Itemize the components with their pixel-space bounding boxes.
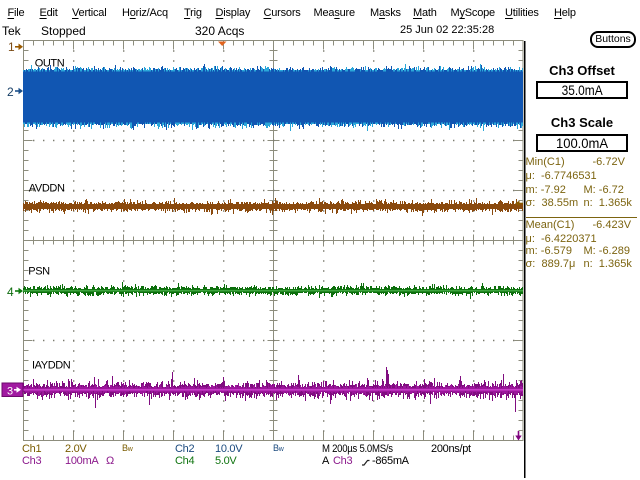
svg-text:AVDDN: AVDDN — [29, 183, 65, 195]
svg-text:4: 4 — [7, 285, 14, 299]
svg-text:2: 2 — [7, 85, 14, 99]
svg-text:PSN: PSN — [28, 266, 50, 278]
svg-text:OUTN: OUTN — [35, 58, 65, 70]
svg-text:1: 1 — [8, 40, 15, 54]
svg-text:3: 3 — [7, 386, 13, 398]
svg-text:IAYDDN: IAYDDN — [32, 360, 71, 372]
